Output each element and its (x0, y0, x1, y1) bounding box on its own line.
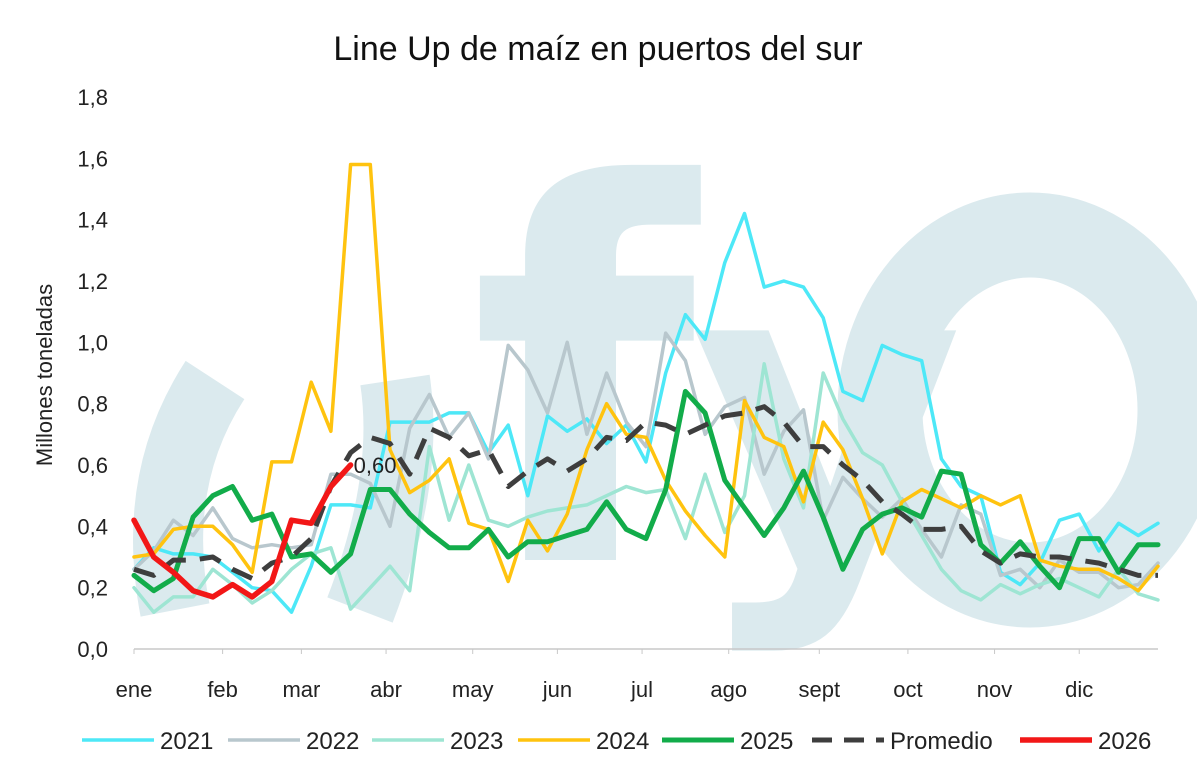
series-line-2026 (131, 462, 354, 600)
y-tick-label: 1,6 (77, 146, 108, 171)
series-line-promedio (133, 404, 1158, 581)
legend-label-promedio: Promedio (890, 728, 993, 755)
y-tick-label: 1,8 (77, 85, 108, 110)
legend-label-2021: 2021 (160, 728, 213, 755)
y-tick-label: 1,2 (77, 269, 108, 294)
legend-label-2022: 2022 (306, 728, 359, 755)
series-line-2024 (132, 162, 1160, 593)
x-tick-label-feb: feb (207, 677, 238, 702)
y-tick-label: 0,6 (77, 453, 108, 478)
x-tick-label-sept: sept (798, 677, 840, 702)
y-tick-label: 0,0 (77, 637, 108, 662)
legend-label-2024: 2024 (596, 728, 649, 755)
x-tick-label-dic: dic (1065, 677, 1093, 702)
legend-label-2025: 2025 (740, 728, 793, 755)
series-line-2025 (131, 388, 1161, 594)
x-tick-label-ago: ago (710, 677, 747, 702)
x-tick-label-mar: mar (282, 677, 320, 702)
y-tick-label: 0,4 (77, 514, 108, 539)
y-tick-label: 1,4 (77, 208, 108, 233)
y-tick-label: 1,0 (77, 330, 108, 355)
y-axis-label: Millones toneladas (32, 284, 57, 466)
series-line-2021 (132, 211, 1160, 614)
x-tick-label-abr: abr (370, 677, 402, 702)
legend-label-2026: 2026 (1098, 728, 1151, 755)
x-tick-label-jul: jul (630, 677, 653, 702)
latest-value-annotation: 0,60 (354, 453, 397, 478)
legend-label-2023: 2023 (450, 728, 503, 755)
x-tick-label-jun: jun (542, 677, 572, 702)
x-tick-label-may: may (452, 677, 494, 702)
y-tick-label: 0,8 (77, 392, 108, 417)
series-line-2023 (132, 362, 1160, 614)
x-tick-label-oct: oct (893, 677, 922, 702)
y-tick-label: 0,2 (77, 576, 108, 601)
x-tick-label-nov: nov (977, 677, 1012, 702)
x-tick-label-ene: ene (116, 677, 153, 702)
chart-title: Line Up de maíz en puertos del sur (333, 30, 862, 68)
svg-text:f: f (470, 77, 706, 683)
fyo-watermark-logo: f y (133, 77, 1197, 683)
